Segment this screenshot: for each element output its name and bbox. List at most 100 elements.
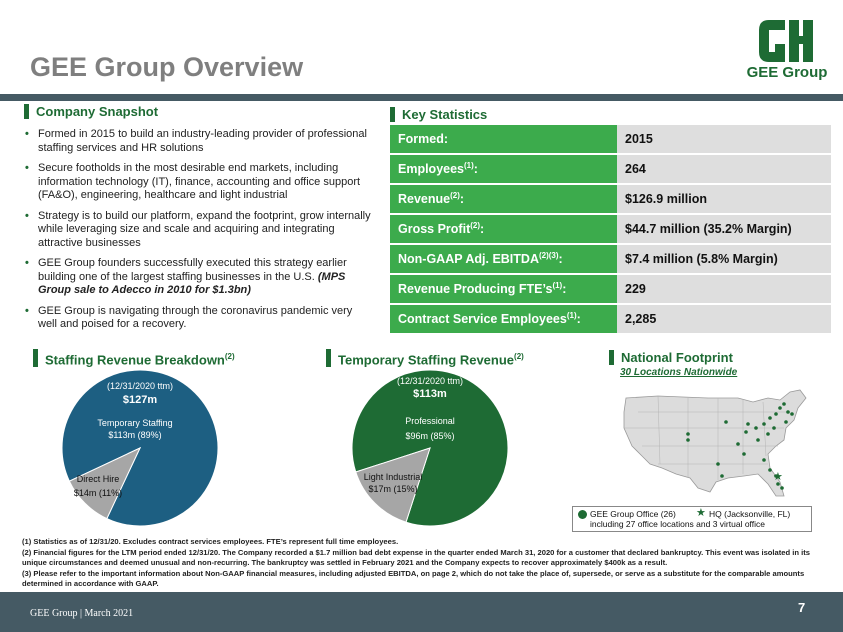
temp-revenue-heading-sup: (2) — [514, 352, 524, 361]
staffing-breakdown-heading: Staffing Revenue Breakdown(2) — [33, 349, 235, 368]
pie1-label-value: $113m (89%) — [108, 430, 162, 440]
footer-text: GEE Group | March 2021 — [30, 608, 134, 619]
office-dot — [774, 474, 778, 478]
pie-slice-light-industrial — [355, 447, 431, 523]
footprint-heading: National Footprint — [609, 350, 733, 365]
hq-star-icon: ★ — [696, 507, 706, 519]
legend-office: GEE Group Office (26) — [590, 509, 676, 519]
snapshot-bullet: GEE Group founders successfully executed… — [24, 257, 374, 298]
footer-bar — [0, 592, 843, 632]
office-dot-icon — [578, 510, 587, 519]
stats-value: 2015 — [617, 125, 831, 153]
stats-label-text: Non-GAAP Adj. EBITDA — [398, 252, 539, 267]
office-dot — [778, 406, 782, 410]
stats-label: Revenue(2): — [390, 185, 617, 213]
pie1-label-name: Direct Hire — [76, 474, 120, 484]
staffing-breakdown-pie — [61, 369, 219, 527]
office-dot — [716, 462, 720, 466]
stats-label-sup: (1) — [566, 311, 577, 321]
footnote: (3) Please refer to the important inform… — [22, 569, 805, 588]
stats-label: Gross Profit(2): — [390, 215, 617, 243]
key-stats-heading: Key Statistics — [390, 107, 487, 122]
office-dot — [776, 482, 780, 486]
stats-label: Employees(1): — [390, 155, 617, 183]
office-dot — [762, 458, 766, 462]
hq-star-icon: ★ — [773, 471, 783, 483]
office-dot — [686, 432, 690, 436]
stats-value: 2,285 — [617, 305, 831, 333]
stats-label: Non-GAAP Adj. EBITDA(2)(3): — [390, 245, 617, 273]
stats-label-text: Revenue — [398, 192, 451, 207]
office-dot — [786, 410, 790, 414]
pie2-label-name: Professional — [405, 416, 455, 426]
office-dot — [782, 402, 786, 406]
footnote: (1) Statistics as of 12/31/20. Excludes … — [22, 537, 399, 546]
office-dot — [724, 420, 728, 424]
stats-value: $44.7 million (35.2% Margin) — [617, 215, 831, 243]
pie-slice-temporary-staffing — [61, 369, 219, 527]
stats-value: 264 — [617, 155, 831, 183]
stats-label-sup: (1) — [464, 161, 474, 171]
legend-note: including 27 office locations and 3 virt… — [590, 519, 765, 529]
pie1-label-value: $14m (11%) — [73, 488, 123, 498]
snapshot-bullet: Secure footholds in the most desirable e… — [24, 162, 374, 203]
pie1-total: $127m — [122, 394, 158, 406]
footprint-legend: GEE Group Office (26) ★ HQ (Jacksonville… — [572, 506, 812, 532]
snapshot-bullet: GEE Group is navigating through the coro… — [24, 305, 374, 332]
legend-hq: HQ (Jacksonville, FL) — [709, 509, 791, 519]
snapshot-bullet: Strategy is to build our platform, expan… — [24, 210, 374, 251]
logo-text: GEE Group — [746, 64, 828, 81]
office-dot — [774, 412, 778, 416]
pie2-label-value: $17m (15%) — [368, 484, 418, 494]
stats-label-sup: (1) — [552, 281, 563, 291]
gee-group-logo — [759, 20, 813, 62]
office-dot — [780, 486, 784, 490]
stats-row: Contract Service Employees(1): 2,285 — [390, 305, 831, 333]
office-dot — [772, 426, 776, 430]
footnotes: (1) Statistics as of 12/31/20. Excludes … — [22, 537, 822, 590]
snapshot-bullet-text: GEE Group founders successfully executed… — [38, 257, 347, 283]
snapshot-bullets: Formed in 2015 to build an industry-lead… — [24, 128, 374, 339]
office-dot — [744, 430, 748, 434]
office-dot — [742, 452, 746, 456]
office-dot — [754, 426, 758, 430]
office-dot — [784, 420, 788, 424]
stats-label: Formed: — [390, 125, 617, 153]
stats-value: 229 — [617, 275, 831, 303]
stats-value: $7.4 million (5.8% Margin) — [617, 245, 831, 273]
snapshot-heading: Company Snapshot — [24, 104, 158, 119]
office-dot — [766, 432, 770, 436]
office-dot — [762, 422, 766, 426]
pie1-label-name: Temporary Staffing — [97, 418, 173, 428]
office-dot — [746, 422, 750, 426]
pie2-total: $113m — [413, 388, 447, 400]
office-dot — [790, 412, 794, 416]
office-dot — [756, 438, 760, 442]
stats-label-text: Contract Service Employees — [398, 312, 567, 327]
stats-label-text: Formed: — [398, 132, 448, 147]
page-number: 7 — [798, 600, 806, 615]
stats-row: Revenue(2): $126.9 million — [390, 185, 831, 213]
office-dot — [768, 468, 772, 472]
pie-slice-direct-hire — [68, 446, 142, 520]
pie2-period: (12/31/2020 ttm) — [396, 376, 464, 386]
staffing-breakdown-heading-text: Staffing Revenue Breakdown — [45, 352, 225, 368]
stats-label: Contract Service Employees(1): — [390, 305, 617, 333]
stats-row: Gross Profit(2): $44.7 million (35.2% Mar… — [390, 215, 831, 243]
office-dot — [720, 474, 724, 478]
office-dot — [768, 416, 772, 420]
office-dot — [736, 442, 740, 446]
temp-revenue-pie — [351, 369, 509, 527]
pie1-period: (12/31/2020 ttm) — [106, 381, 174, 391]
office-dots — [686, 402, 794, 490]
stats-label-text: Gross Profit — [398, 222, 471, 237]
temp-revenue-heading-text: Temporary Staffing Revenue — [338, 352, 515, 368]
stats-label-sup: (2)(3) — [538, 251, 559, 261]
stats-label: Revenue Producing FTE’s(1): — [390, 275, 617, 303]
state-lines — [624, 395, 790, 480]
office-dot — [686, 438, 690, 442]
page-title: GEE Group Overview — [30, 52, 304, 82]
staffing-breakdown-heading-sup: (2) — [224, 352, 235, 361]
temp-revenue-heading: Temporary Staffing Revenue(2) — [326, 349, 524, 368]
us-map: ★ — [623, 389, 807, 497]
